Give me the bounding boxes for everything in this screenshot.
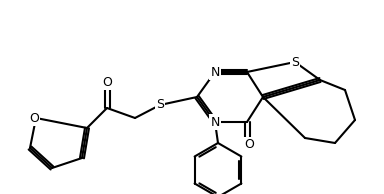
Text: N: N (210, 115, 220, 128)
Text: N: N (210, 66, 220, 79)
Text: O: O (29, 112, 39, 125)
Text: S: S (156, 99, 164, 112)
Text: O: O (244, 139, 254, 152)
Text: S: S (291, 55, 299, 68)
Text: O: O (102, 75, 112, 88)
